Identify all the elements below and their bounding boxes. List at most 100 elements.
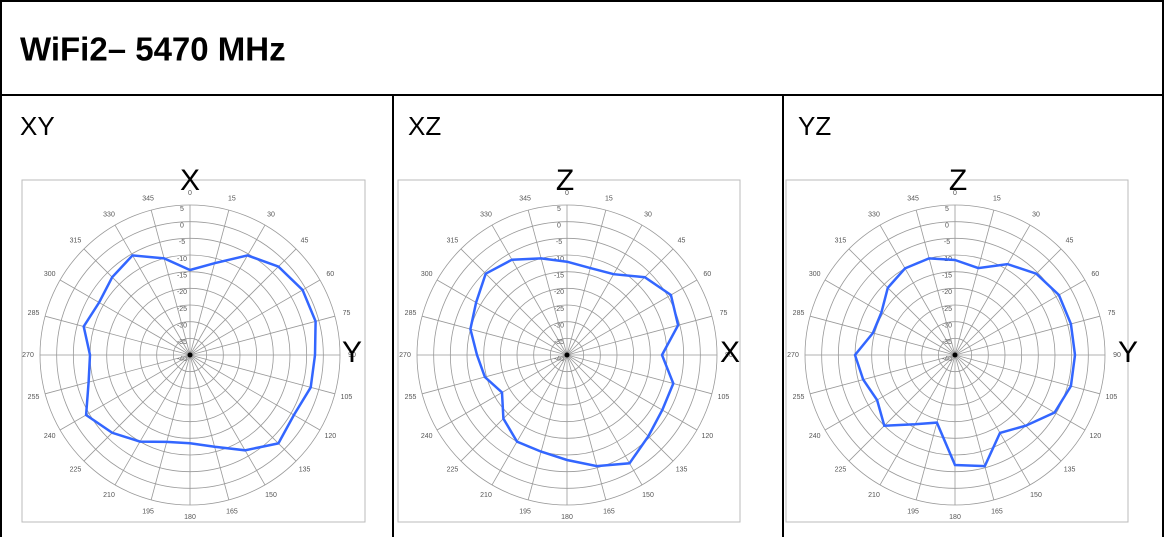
- angle-label: 270: [22, 352, 34, 359]
- angle-label: 270: [787, 352, 799, 359]
- r-tick-label: -10: [554, 256, 564, 263]
- angle-label: 345: [907, 195, 919, 202]
- grid-spoke: [954, 224, 1031, 356]
- grid-spoke: [114, 224, 191, 356]
- r-tick-label: -35: [942, 339, 952, 346]
- r-tick-label: -20: [554, 289, 564, 296]
- angle-label: 240: [421, 433, 433, 440]
- grid-spoke: [566, 354, 607, 500]
- angle-label: 15: [605, 195, 613, 202]
- angle-label: 60: [326, 271, 334, 278]
- angle-label: 330: [868, 212, 880, 219]
- r-tick-label: 0: [180, 223, 184, 230]
- grid-spoke: [491, 224, 568, 356]
- grid-spoke: [954, 354, 1062, 462]
- r-tick-label: 5: [180, 206, 184, 213]
- grid-spoke: [566, 354, 674, 462]
- angle-label: 225: [835, 466, 847, 473]
- grid-spoke: [954, 248, 1062, 356]
- angle-label: 15: [228, 195, 236, 202]
- grid-spoke: [59, 279, 191, 356]
- angle-label: 285: [405, 310, 417, 317]
- angle-label: 330: [103, 212, 115, 219]
- r-tick-label: 0: [557, 223, 561, 230]
- grid-spoke: [954, 354, 995, 500]
- angle-label: 345: [519, 195, 531, 202]
- grid-spoke: [45, 315, 191, 356]
- grid-spoke: [848, 248, 956, 356]
- angle-label: 90: [1113, 352, 1121, 359]
- grid-spoke: [879, 224, 956, 356]
- grid-spoke: [810, 354, 956, 395]
- axis-top-label: Z: [556, 164, 574, 197]
- grid-spoke: [150, 210, 191, 356]
- grid-spoke: [460, 248, 568, 356]
- angle-label: 60: [1091, 271, 1099, 278]
- grid-spoke: [954, 354, 1031, 486]
- angle-label: 315: [835, 237, 847, 244]
- angle-label: 135: [676, 466, 688, 473]
- axis-right-label: Y: [1118, 336, 1138, 369]
- angle-label: 180: [949, 514, 961, 521]
- angle-label: 270: [399, 352, 411, 359]
- angle-label: 45: [301, 237, 309, 244]
- center-dot: [952, 352, 958, 358]
- grid-spoke: [189, 279, 321, 356]
- axis-top-label: X: [180, 164, 200, 197]
- grid-spoke: [566, 210, 607, 356]
- angle-label: 210: [480, 492, 492, 499]
- angle-label: 135: [1064, 466, 1076, 473]
- grid-spoke: [824, 279, 956, 356]
- axis-top-label: Z: [949, 164, 967, 197]
- angle-label: 30: [267, 212, 275, 219]
- angle-label: 165: [226, 508, 238, 515]
- grid-spoke: [566, 224, 643, 356]
- angle-label: 240: [44, 433, 56, 440]
- grid-spoke: [436, 279, 568, 356]
- angle-label: 75: [343, 310, 351, 317]
- angle-label: 180: [184, 514, 196, 521]
- angle-label: 315: [70, 237, 82, 244]
- r-tick-label: -15: [177, 273, 187, 280]
- grid-spoke: [83, 248, 191, 356]
- angle-label: 135: [299, 466, 311, 473]
- grid-spoke: [114, 354, 191, 486]
- r-tick-label: -25: [554, 306, 564, 313]
- r-tick-label: -25: [177, 306, 187, 313]
- angle-label: 180: [561, 514, 573, 521]
- angle-label: 90: [725, 352, 733, 359]
- grid-spoke: [45, 354, 191, 395]
- r-tick-label: 5: [945, 206, 949, 213]
- center-dot: [564, 352, 570, 358]
- grid-spoke: [189, 210, 230, 356]
- grid-spoke: [566, 279, 698, 356]
- grid-spoke: [566, 248, 674, 356]
- angle-label: 285: [793, 310, 805, 317]
- angle-label: 45: [678, 237, 686, 244]
- grid-spoke: [527, 354, 568, 500]
- r-tick-label: -20: [942, 289, 952, 296]
- grid-spoke: [824, 354, 956, 431]
- page-title: WiFi2– 5470 MHz: [20, 31, 286, 68]
- r-tick-label: -35: [554, 339, 564, 346]
- grid-spoke: [150, 354, 191, 500]
- grid-spoke: [189, 354, 321, 431]
- grid-spoke: [189, 315, 335, 356]
- angle-label: 75: [720, 310, 728, 317]
- pattern-line: [469, 257, 680, 468]
- grid-spoke: [848, 354, 956, 462]
- grid-spoke: [954, 315, 1100, 356]
- grid-spoke: [566, 354, 698, 431]
- grid-spoke: [915, 210, 956, 356]
- grid-spoke: [59, 354, 191, 431]
- r-tick-label: -5: [556, 239, 562, 246]
- angle-label: 105: [718, 394, 730, 401]
- angle-label: 255: [793, 394, 805, 401]
- angle-label: 195: [519, 508, 531, 515]
- r-tick-label: 0: [945, 223, 949, 230]
- grid-spoke: [879, 354, 956, 486]
- grid-spoke: [915, 354, 956, 500]
- grid-spoke: [83, 354, 191, 462]
- angle-label: 0: [565, 190, 569, 197]
